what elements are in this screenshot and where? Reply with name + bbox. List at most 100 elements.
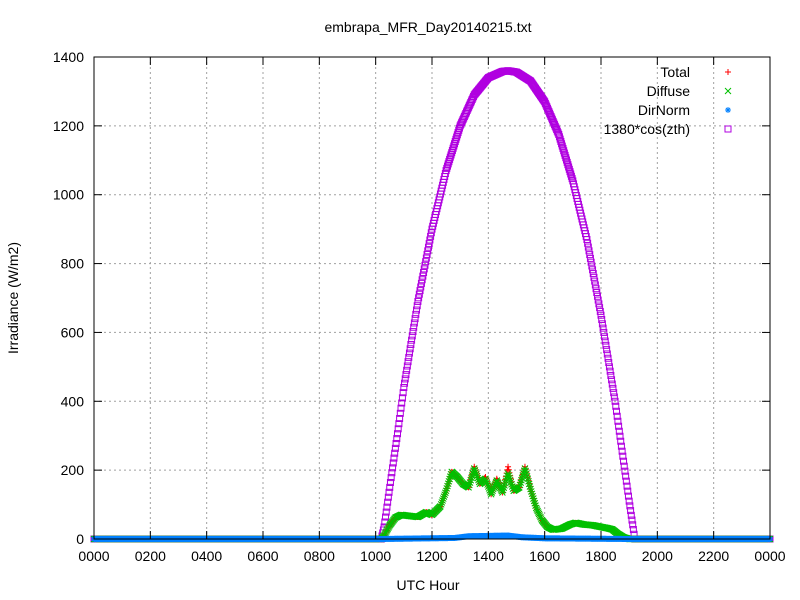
data-point [517, 479, 525, 486]
data-point [443, 485, 451, 492]
data-point [619, 452, 627, 460]
data-point [587, 258, 595, 266]
data-point [403, 362, 411, 370]
data-point [389, 464, 397, 472]
data-point [399, 389, 407, 397]
data-point [594, 296, 602, 304]
chart-title: embrapa_MFR_Day20140215.txt [324, 19, 531, 35]
data-point [559, 144, 567, 152]
data-point [532, 502, 539, 510]
data-point [583, 235, 591, 243]
data-point [446, 155, 454, 163]
data-point [606, 367, 614, 375]
data-point [382, 508, 390, 516]
data-point [724, 125, 732, 133]
data-point [617, 437, 625, 445]
legend-label: Diffuse [647, 83, 691, 99]
data-point [602, 341, 610, 349]
data-point [590, 273, 598, 281]
data-point [531, 499, 539, 507]
data-point [596, 307, 604, 315]
data-point [507, 478, 515, 486]
data-point [593, 292, 601, 300]
data-point [624, 487, 632, 495]
x-axis-label: UTC Hour [396, 577, 459, 593]
data-point [417, 283, 425, 291]
data-point [488, 489, 496, 496]
data-point [525, 477, 532, 485]
data-point [453, 133, 461, 141]
data-point [629, 526, 637, 534]
x-tick-label: 0800 [304, 548, 335, 564]
data-point [442, 489, 449, 497]
data-point [618, 447, 626, 455]
data-point [393, 435, 401, 443]
data-point [558, 142, 566, 150]
data-point [620, 457, 628, 465]
data-point [473, 470, 480, 478]
data-point [627, 511, 635, 519]
data-point [484, 481, 491, 488]
data-point [449, 144, 457, 152]
data-point [613, 412, 621, 420]
data-point [586, 251, 594, 259]
data-point [565, 165, 573, 173]
data-point [584, 243, 592, 251]
data-point [402, 371, 410, 379]
data-point [416, 287, 424, 295]
data-point [586, 254, 594, 262]
data-point [444, 482, 451, 490]
data-point [412, 310, 420, 318]
data-point [628, 516, 636, 524]
data-point [558, 140, 566, 148]
data-point [393, 430, 401, 438]
x-tick-label: 0200 [135, 548, 166, 564]
data-point [608, 376, 616, 384]
data-point [601, 337, 609, 345]
data-point [411, 315, 419, 323]
x-tick-label: 0000 [78, 548, 109, 564]
data-point [386, 478, 394, 486]
data-point [413, 302, 421, 310]
legend-label: 1380*cos(zth) [604, 121, 690, 137]
data-point [448, 146, 456, 154]
data-point [400, 384, 408, 392]
data-point [405, 349, 413, 357]
data-point [420, 269, 428, 277]
data-point [384, 493, 392, 501]
data-point [455, 124, 463, 132]
data-point [561, 151, 569, 159]
data-point [444, 480, 452, 488]
data-point [591, 277, 599, 285]
data-point [406, 345, 414, 353]
data-point [523, 472, 531, 480]
data-point [506, 474, 513, 482]
data-point [596, 304, 604, 312]
data-point [441, 491, 449, 499]
data-point [530, 497, 538, 505]
data-point [450, 142, 458, 150]
data-point [593, 288, 601, 296]
data-point [601, 333, 609, 341]
data-point [627, 507, 635, 515]
data-point [563, 158, 571, 166]
data-point [629, 521, 637, 529]
data-point [591, 281, 599, 289]
data-point [389, 459, 397, 467]
data-point [465, 484, 472, 491]
data-point [473, 472, 481, 480]
data-point [612, 407, 620, 415]
legend-label: DirNorm [638, 102, 690, 118]
data-point [471, 467, 479, 474]
y-tick-label: 600 [61, 324, 85, 340]
data-point [523, 470, 530, 477]
data-point [454, 129, 462, 137]
data-point [565, 163, 573, 171]
data-point [530, 495, 537, 502]
data-point [472, 468, 480, 476]
data-point [437, 501, 445, 508]
data-point [499, 489, 506, 496]
data-point [605, 359, 613, 367]
data-point [499, 486, 507, 494]
data-point [426, 236, 434, 244]
